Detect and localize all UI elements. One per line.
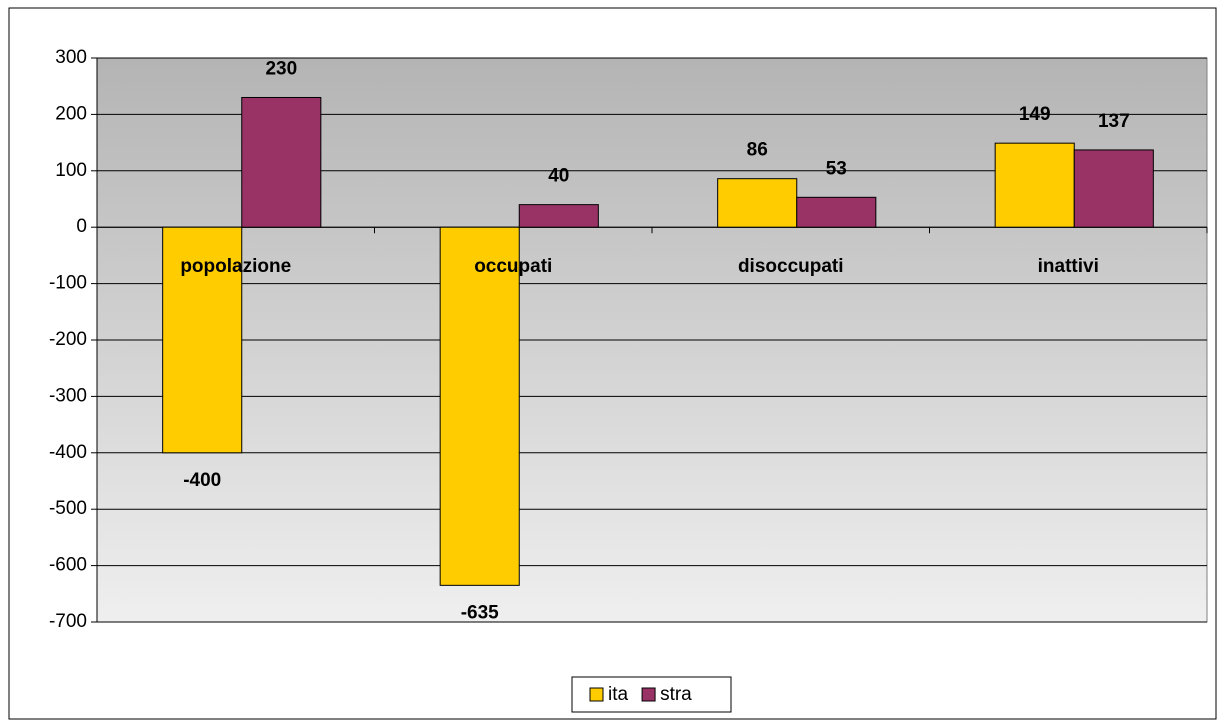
y-tick-label: 300 — [55, 47, 87, 68]
bar — [717, 178, 798, 228]
bar — [1073, 149, 1154, 228]
bar — [796, 196, 877, 228]
legend-label: stra — [660, 684, 692, 705]
data-label: 86 — [747, 140, 768, 161]
bar — [994, 142, 1075, 228]
y-tick-label: 0 — [76, 216, 87, 237]
y-tick-label: -700 — [49, 611, 87, 632]
data-label: -635 — [461, 602, 499, 623]
y-tick-label: -100 — [49, 273, 87, 294]
y-tick-label: -500 — [49, 498, 87, 519]
data-label: 137 — [1098, 111, 1130, 132]
bar — [439, 226, 520, 586]
y-tick-label: 200 — [55, 103, 87, 124]
bar — [241, 96, 322, 228]
legend-swatch — [589, 687, 604, 702]
data-label: 53 — [826, 158, 847, 179]
y-tick-label: 100 — [55, 160, 87, 181]
x-tick-label: popolazione — [180, 256, 291, 277]
y-tick-label: -400 — [49, 442, 87, 463]
x-tick-label: occupati — [474, 256, 552, 277]
bar — [162, 226, 243, 454]
data-label: 230 — [265, 58, 297, 79]
y-tick-label: -200 — [49, 329, 87, 350]
legend-swatch — [641, 687, 656, 702]
bar — [518, 204, 599, 228]
y-tick-label: -300 — [49, 385, 87, 406]
data-label: 149 — [1019, 104, 1051, 125]
x-tick-label: disoccupati — [738, 256, 844, 277]
y-tick-label: -600 — [49, 555, 87, 576]
data-label: -400 — [183, 470, 221, 491]
x-tick-label: inattivi — [1038, 256, 1099, 277]
data-label: 40 — [548, 166, 569, 187]
legend-label: ita — [608, 684, 629, 705]
